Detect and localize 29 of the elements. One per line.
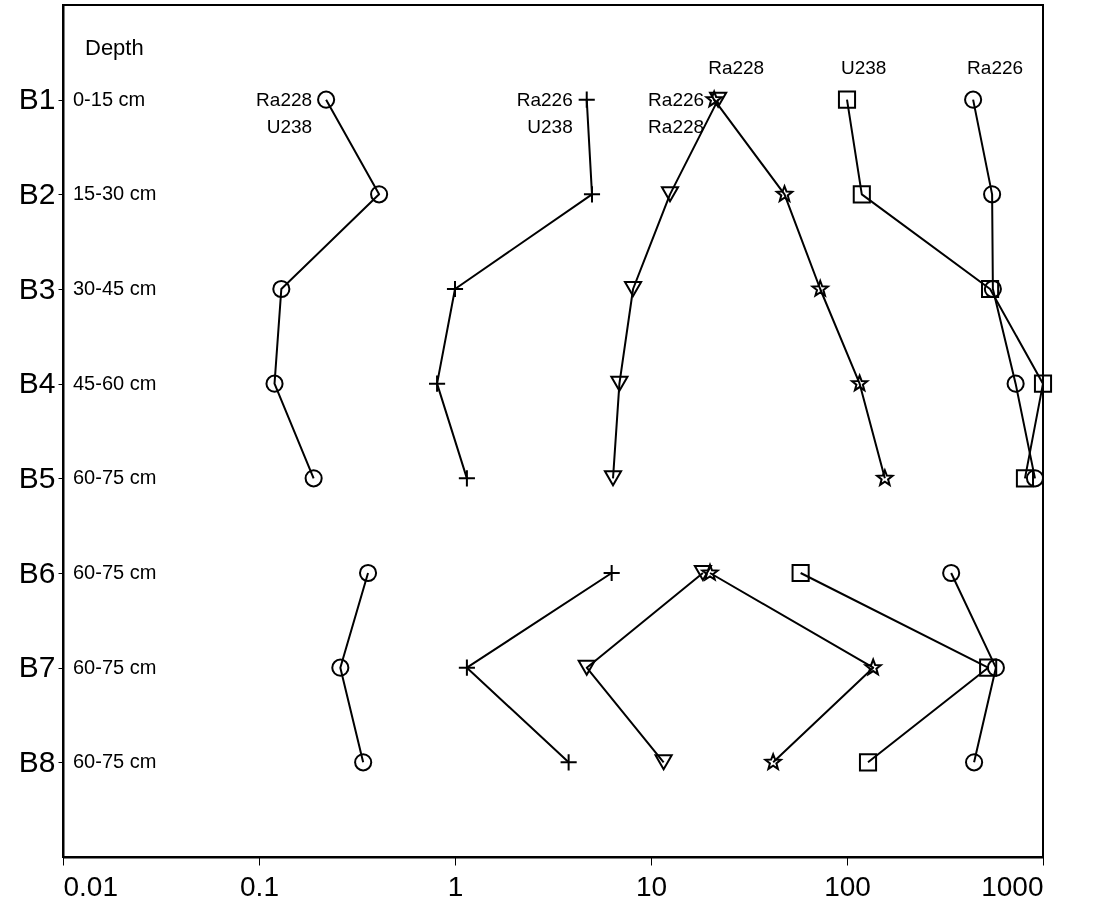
annotation: 0-15 cm — [73, 87, 146, 110]
y-tick-label: B5 — [18, 460, 56, 494]
annotation: 60-75 cm — [73, 466, 157, 489]
annotation: 60-75 cm — [73, 750, 157, 773]
x-tick-label: 100 — [824, 870, 871, 902]
series-label: U238 — [841, 56, 887, 78]
y-tick-label: B1 — [18, 82, 56, 116]
y-tick-label: B6 — [18, 555, 56, 589]
x-tick-label: 10 — [635, 870, 668, 902]
y-tick-label: B2 — [18, 176, 56, 210]
y-tick-label: B8 — [18, 744, 56, 778]
annotation: 60-75 cm — [73, 561, 157, 583]
annotation: 45-60 cm — [73, 371, 157, 394]
y-tick-label: B7 — [18, 650, 56, 684]
series-label: Ra226 — [967, 56, 1024, 78]
series-label: Ra228 — [708, 56, 765, 78]
y-tick-label: B3 — [18, 271, 56, 305]
annotation: Depth — [85, 34, 144, 60]
x-tick-label: 0.01 — [63, 870, 118, 902]
series-label: Ra226 U238 — [516, 88, 573, 137]
y-tick-label: B4 — [18, 366, 56, 400]
annotation: 60-75 cm — [73, 655, 157, 678]
annotation: 15-30 cm — [73, 182, 157, 205]
x-tick-label: 1 — [447, 870, 464, 902]
series-label: Ra228 U238 — [256, 88, 313, 137]
x-tick-label: 0.1 — [240, 870, 279, 902]
series-label: Ra226 Ra228 — [648, 88, 705, 137]
annotation: 30-45 cm — [73, 277, 157, 299]
x-tick-label: 1000 — [981, 870, 1044, 902]
